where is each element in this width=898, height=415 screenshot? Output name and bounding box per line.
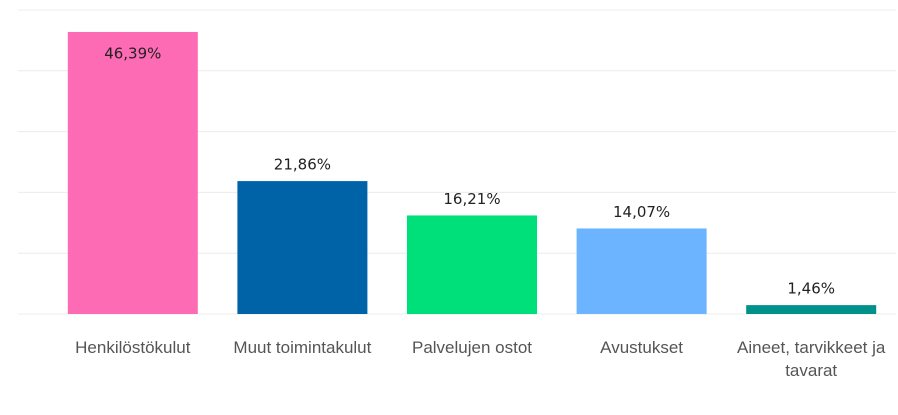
x-tick-label-box: Henkilöstökulut: [48, 336, 217, 359]
x-tick-label: Avustukset: [600, 338, 684, 357]
x-tick-label-box: Avustukset: [557, 336, 726, 359]
value-label: 14,07%: [613, 203, 670, 221]
x-tick-label: Palvelujen ostot: [411, 338, 533, 357]
bar: [237, 181, 368, 314]
value-label: 21,86%: [274, 156, 331, 174]
bar: [407, 215, 537, 314]
x-tick-label-box: Palvelujen ostot: [388, 336, 557, 359]
value-label: 46,39%: [104, 44, 161, 62]
value-label: 1,46%: [787, 280, 835, 298]
x-tick-label: Aineet, tarvikkeet ja tavarat: [737, 338, 886, 380]
bar: [67, 31, 198, 315]
bar: [746, 305, 877, 314]
x-tick-label-box: Aineet, tarvikkeet ja tavarat: [727, 336, 896, 382]
x-tick-label-box: Muut toimintakulut: [218, 336, 387, 359]
x-tick-label: Muut toimintakulut: [233, 338, 372, 357]
x-tick-label: Henkilöstökulut: [75, 338, 191, 357]
bar: [576, 228, 707, 314]
value-label: 16,21%: [443, 190, 500, 208]
